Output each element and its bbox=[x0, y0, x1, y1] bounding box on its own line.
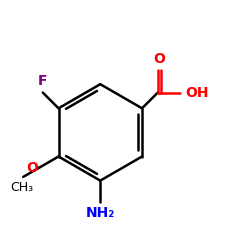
Text: NH₂: NH₂ bbox=[86, 206, 115, 220]
Text: CH₃: CH₃ bbox=[10, 181, 34, 194]
Text: O: O bbox=[26, 161, 38, 175]
Text: OH: OH bbox=[186, 86, 209, 100]
Text: F: F bbox=[38, 74, 48, 88]
Text: O: O bbox=[154, 52, 165, 66]
